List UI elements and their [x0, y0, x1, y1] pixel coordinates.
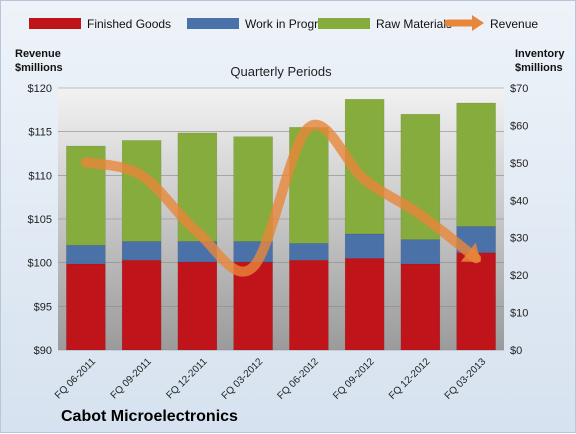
revenue-line-path [80, 119, 482, 277]
bar-finished-goods [456, 252, 496, 351]
right-tick-label: $60 [510, 120, 528, 132]
right-axis-label-line2: $millions [515, 62, 563, 74]
legend-label: Raw Materials [376, 17, 452, 31]
right-tick-label: $70 [510, 83, 528, 95]
x-tick-label: FQ 09-2011 [109, 356, 154, 401]
left-tick-label: $95 [34, 301, 52, 313]
right-tick-label: $40 [510, 195, 528, 207]
bar-finished-goods [233, 261, 273, 351]
left-tick-label: $110 [28, 170, 52, 182]
legend-work-in-progress: Work in Progress [187, 17, 337, 31]
legend-finished-goods: Finished Goods [29, 17, 171, 31]
right-tick-label: $30 [510, 233, 528, 245]
x-tick-label: FQ 09-2012 [331, 356, 377, 402]
bar-finished-goods [177, 261, 218, 351]
left-axis-label-line1: Revenue [15, 48, 61, 60]
left-tick-label: $115 [28, 127, 52, 139]
x-tick-label: FQ 12-2012 [387, 356, 433, 402]
bar-work-in-progress [66, 244, 106, 265]
bar-finished-goods [66, 263, 106, 351]
legend-swatch [29, 18, 81, 29]
right-tick-label: $20 [510, 270, 528, 282]
left-tick-label: $100 [28, 258, 52, 270]
x-axis-ticks: FQ 06-2011 FQ 09-2011 FQ 12-2011 FQ 03-2012… [53, 356, 489, 402]
bar-raw-materials [177, 132, 218, 242]
bar-raw-materials [456, 102, 496, 227]
right-axis-ticks: $0 $10 $20 $30 $40 $50 $60 $70 [510, 83, 528, 357]
bar-work-in-progress [344, 233, 385, 259]
left-tick-label: $120 [28, 83, 52, 95]
bar-raw-materials [233, 136, 273, 242]
bar-work-in-progress [400, 239, 441, 265]
x-tick-label: FQ 03-2012 [220, 356, 266, 402]
chart-subtitle: Quarterly Periods [230, 64, 332, 79]
legend-arrow [472, 15, 484, 31]
x-tick-label: FQ 12-2011 [165, 356, 210, 401]
right-tick-label: $50 [510, 158, 528, 170]
legend-label: Revenue [490, 17, 538, 31]
legend-swatch [187, 18, 239, 29]
right-tick-label: $10 [510, 308, 528, 320]
legend-raw-materials: Raw Materials [318, 17, 452, 31]
company-name: Cabot Microelectronics [61, 408, 238, 425]
left-tick-label: $105 [28, 214, 52, 226]
legend-label: Finished Goods [87, 17, 171, 31]
bars [66, 98, 496, 351]
legend-revenue: Revenue [444, 15, 538, 31]
revenue-line [80, 119, 482, 277]
left-axis-label-line2: $millions [15, 62, 63, 74]
x-tick-label: FQ 03-2013 [443, 356, 489, 402]
bar-work-in-progress [289, 243, 329, 261]
legend: Finished Goods Work in Progress Raw Materi… [29, 15, 538, 31]
bar-finished-goods [289, 259, 329, 351]
bar-finished-goods [344, 258, 385, 351]
revenue-arrow-head [460, 242, 481, 262]
x-tick-label: FQ 06-2012 [275, 356, 321, 402]
bar-work-in-progress [121, 241, 162, 261]
bar-finished-goods [121, 259, 162, 351]
left-axis-ticks: $90 $95 $100 $105 $110 $115 $120 [28, 83, 52, 357]
left-tick-label: $90 [34, 345, 52, 357]
legend-swatch [318, 18, 370, 29]
legend-label: Work in Progress [245, 17, 337, 31]
x-tick-label: FQ 06-2011 [53, 356, 98, 401]
right-axis-label-line1: Inventory [515, 48, 565, 60]
bar-finished-goods [400, 263, 441, 351]
right-tick-label: $0 [510, 345, 522, 357]
